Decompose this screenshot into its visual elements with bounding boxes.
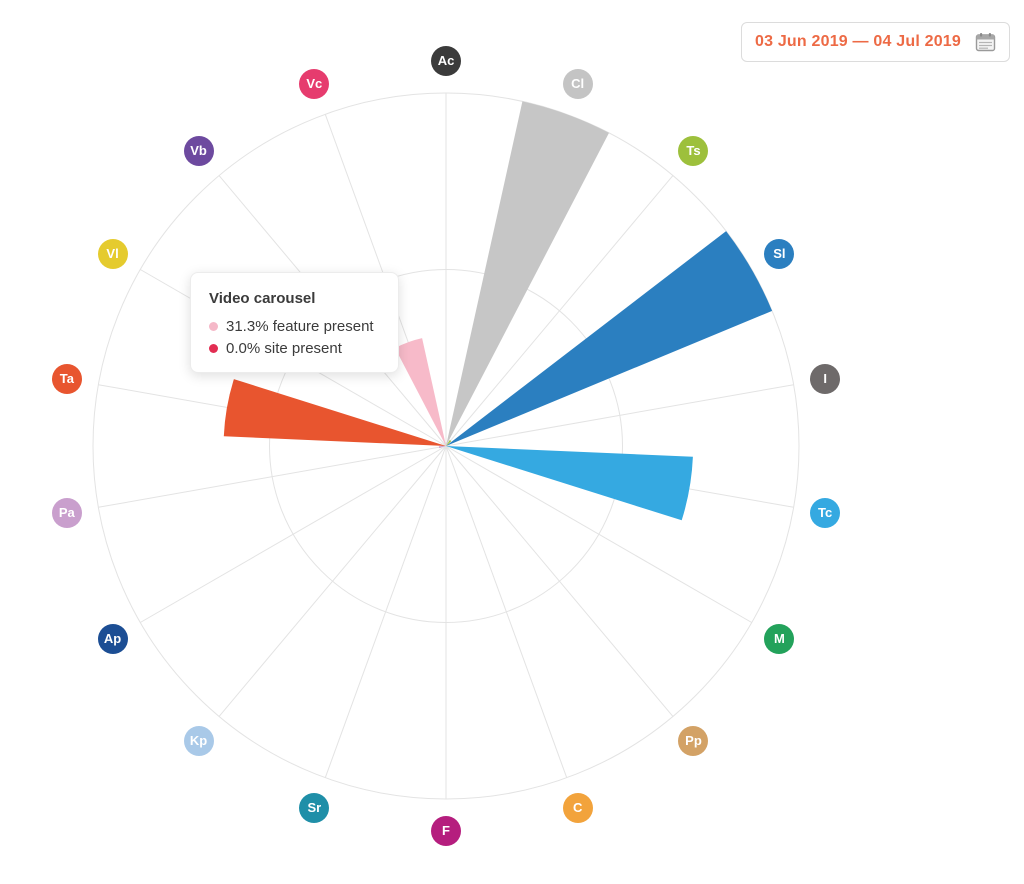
date-range-label: 03 Jun 2019 — 04 Jul 2019 [754, 33, 961, 50]
wedge-Sl[interactable] [446, 231, 773, 446]
grid-spoke-Ap [140, 445, 447, 623]
wedge-Ts[interactable] [446, 440, 452, 446]
badge-Vl[interactable]: Vl [97, 238, 128, 269]
badge-Pp[interactable]: Pp [678, 725, 709, 756]
tooltip-site-row: 0.0% site present [209, 340, 374, 357]
tooltip-title: Video carousel [209, 290, 316, 307]
wedge-Pa[interactable] [438, 446, 446, 449]
calendar-icon [975, 33, 996, 52]
wedge-Tc[interactable] [446, 446, 693, 521]
grid-spoke-C [445, 445, 568, 778]
badge-M[interactable]: M [764, 623, 795, 654]
badge-Ap[interactable]: Ap [97, 623, 128, 654]
grid-spoke-Kp [218, 445, 447, 717]
badge-Vb[interactable]: Vb [183, 136, 214, 167]
grid-spoke-Sr [324, 445, 447, 778]
badge-Ac[interactable]: Ac [431, 46, 461, 76]
badge-Sr[interactable]: Sr [299, 792, 330, 823]
badge-Cl[interactable]: Cl [562, 69, 593, 100]
grid-spoke-I [445, 384, 794, 447]
badge-I[interactable]: I [810, 364, 841, 395]
chart-tooltip: Video carousel 31.3% feature present 0.0… [190, 272, 399, 373]
badge-C[interactable]: C [562, 792, 593, 823]
grid-spoke-Pp [445, 445, 674, 717]
badge-Tc[interactable]: Tc [810, 497, 841, 528]
grid-spoke-Pa [98, 445, 447, 508]
grid-spoke-M [445, 445, 752, 623]
feature-present-dot-icon [209, 322, 218, 331]
badge-Pa[interactable]: Pa [51, 497, 82, 528]
badge-F[interactable]: F [431, 816, 461, 846]
grid-spoke-Ts [445, 175, 674, 447]
wedge-Vc[interactable] [395, 338, 446, 446]
badge-Kp[interactable]: Kp [183, 725, 214, 756]
badge-Ts[interactable]: Ts [678, 136, 709, 167]
badge-Vc[interactable]: Vc [299, 69, 330, 100]
tooltip-site-text: 0.0% site present [226, 340, 342, 357]
site-present-dot-icon [209, 344, 218, 353]
tooltip-feature-row: 31.3% feature present [209, 318, 374, 335]
wedge-Ta[interactable] [223, 379, 446, 446]
badge-Ta[interactable]: Ta [51, 364, 82, 395]
date-range-picker[interactable]: 03 Jun 2019 — 04 Jul 2019 [740, 22, 1010, 62]
badge-Sl[interactable]: Sl [764, 238, 795, 269]
tooltip-feature-text: 31.3% feature present [226, 318, 374, 335]
wedge-Cl[interactable] [446, 101, 609, 447]
